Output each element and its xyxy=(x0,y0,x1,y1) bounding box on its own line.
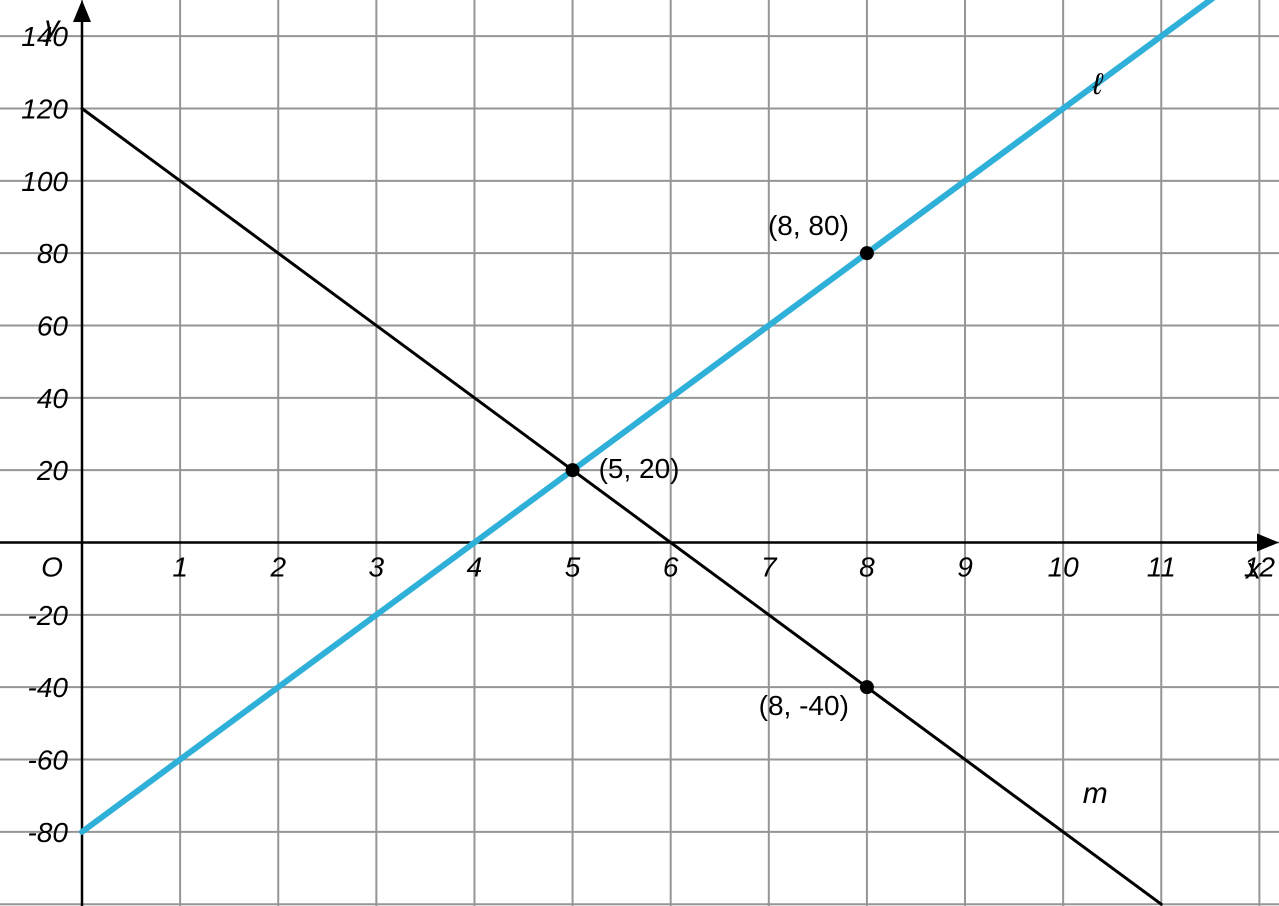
x-tick-label: 8 xyxy=(859,552,875,583)
x-tick-label: 6 xyxy=(663,552,679,583)
x-tick-label: 1 xyxy=(172,552,188,583)
y-tick-label: 120 xyxy=(21,94,68,125)
marked-point xyxy=(566,463,580,477)
y-tick-label: 60 xyxy=(37,311,69,342)
point-label: (8, 80) xyxy=(768,210,849,241)
marked-points: (5, 20) (8, 80) (8, -40) xyxy=(566,210,874,721)
y-tick-label: 80 xyxy=(37,238,69,269)
y-tick-label: -20 xyxy=(28,600,69,631)
line-l-label: ℓ xyxy=(1092,68,1104,101)
y-tick-label: -80 xyxy=(28,817,69,848)
x-axis-label: x xyxy=(1244,553,1262,586)
y-tick-label: 100 xyxy=(21,166,68,197)
origin-label: O xyxy=(41,552,63,583)
y-axis-arrow xyxy=(73,0,91,22)
y-tick-label: -60 xyxy=(28,745,69,776)
y-tick-label: 20 xyxy=(36,455,69,486)
x-tick-label: 3 xyxy=(369,552,385,583)
point-label: (8, -40) xyxy=(759,690,849,721)
line-m xyxy=(82,109,1161,905)
y-axis-label: y xyxy=(43,10,62,43)
x-axis-arrow xyxy=(1257,534,1279,552)
x-tick-label: 9 xyxy=(957,552,973,583)
marked-point xyxy=(860,680,874,694)
x-tick-label: 11 xyxy=(1147,552,1176,583)
tick-labels: 123456789101112O20406080100120140-20-40-… xyxy=(21,21,1275,848)
y-tick-label: -40 xyxy=(28,672,69,703)
x-tick-label: 10 xyxy=(1048,552,1080,583)
point-label: (5, 20) xyxy=(599,453,680,484)
marked-point xyxy=(860,246,874,260)
y-tick-label: 40 xyxy=(37,383,69,414)
line-m-label: m xyxy=(1083,777,1108,810)
x-tick-label: 5 xyxy=(565,552,581,583)
x-tick-label: 7 xyxy=(761,552,778,583)
x-tick-label: 2 xyxy=(269,552,286,583)
coordinate-plane-chart: (5, 20)(8, 80)(8, -40) 123456789101112O2… xyxy=(0,0,1279,906)
x-tick-label: 4 xyxy=(467,552,483,583)
